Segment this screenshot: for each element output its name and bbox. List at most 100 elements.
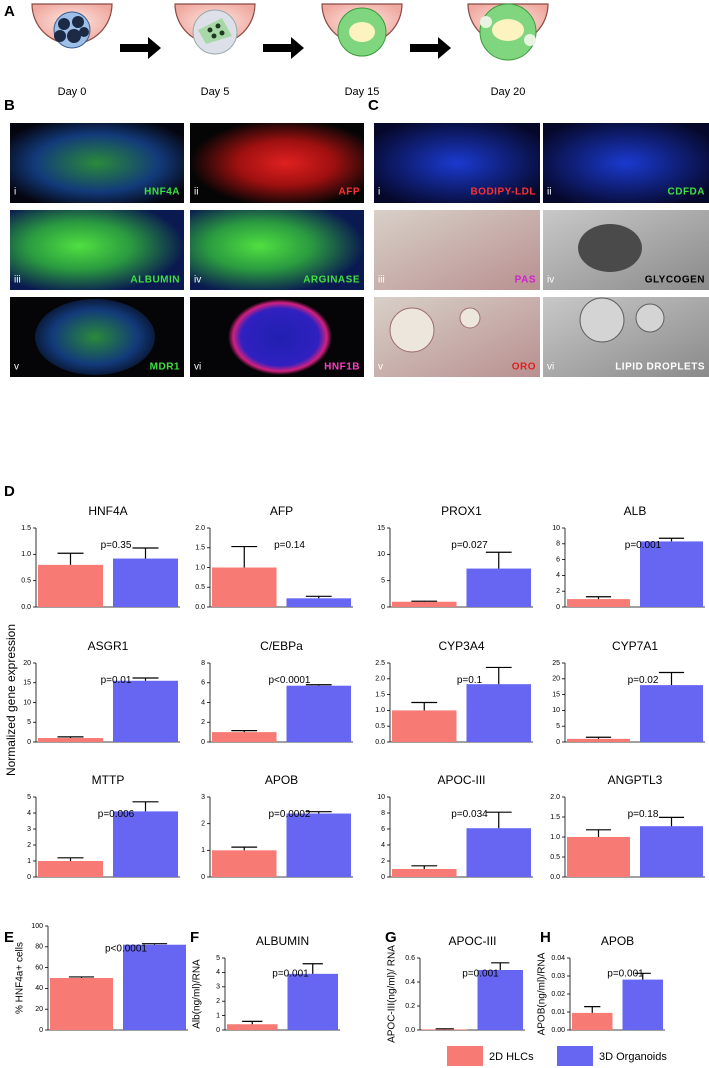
- legend-swatch: [557, 1046, 593, 1066]
- p-value: p=0.18: [628, 809, 659, 820]
- y-tick-label: 0.03: [551, 973, 565, 980]
- micrograph: [10, 210, 184, 290]
- y-tick-label: 2: [216, 998, 220, 1005]
- error-bar: [57, 736, 84, 739]
- arrows: [120, 37, 451, 59]
- y-tick-label: 5: [216, 955, 220, 962]
- organoid-section: [228, 299, 332, 375]
- y-tick-label: 0: [39, 1027, 43, 1034]
- chart-title: PROX1: [441, 504, 482, 518]
- bar: [640, 685, 703, 742]
- y-tick-label: 8: [556, 541, 560, 548]
- lipid-droplet: [579, 297, 625, 343]
- y-tick-label: 5: [27, 719, 31, 726]
- p-value: p=0.001: [625, 540, 662, 551]
- y-tick-label: 2.0: [550, 794, 560, 801]
- stain-label: ALBUMIN: [130, 275, 180, 286]
- chart-title: APOB: [265, 773, 298, 787]
- error-bar: [491, 962, 510, 970]
- error-bar: [302, 963, 323, 974]
- y-tick-label: 0: [216, 1027, 220, 1034]
- image-numeral: iv: [194, 275, 201, 286]
- legend-swatch: [447, 1046, 483, 1066]
- p-value: p=0.0002: [269, 809, 311, 820]
- y-tick-label: 1.5: [21, 525, 31, 532]
- chart-title: C/EBPa: [260, 639, 303, 653]
- y-tick-label: 10: [23, 699, 31, 706]
- y-tick-label: 0: [381, 604, 385, 611]
- chart-title: CYP3A4: [438, 639, 484, 653]
- image-numeral: iii: [14, 275, 21, 286]
- stain-label: CDFDA: [668, 187, 706, 198]
- y-tick-label: 2: [201, 821, 205, 828]
- lipid-droplet: [389, 307, 435, 353]
- panel-label: F: [190, 929, 199, 946]
- error-bar: [231, 730, 258, 733]
- y-tick-label: 0.0: [195, 604, 205, 611]
- panel-label: D: [4, 483, 15, 500]
- bar: [38, 738, 103, 742]
- y-tick-label: 10: [377, 794, 385, 801]
- day-label: Day 15: [345, 86, 380, 98]
- error-bar: [485, 551, 512, 569]
- y-axis-label: Normalized gene expression: [4, 624, 18, 776]
- bar: [422, 1029, 468, 1030]
- y-tick-label: 2: [201, 719, 205, 726]
- legend-label: 3D Organoids: [599, 1051, 667, 1063]
- y-tick-label: 5: [381, 578, 385, 585]
- y-tick-label: 4: [381, 842, 385, 849]
- error-bar: [68, 976, 95, 978]
- y-tick-label: 1.0: [195, 564, 205, 571]
- day-label: Day 5: [201, 86, 230, 98]
- stain-label: ORO: [512, 362, 536, 373]
- y-tick-label: 6: [556, 556, 560, 563]
- error-bar: [132, 801, 159, 812]
- cell-cluster: [53, 11, 91, 49]
- chart-title: ANGPTL3: [608, 773, 663, 787]
- error-bar: [231, 545, 258, 568]
- panel-label: E: [4, 929, 14, 946]
- glycogen-granules: [578, 224, 642, 272]
- organoid: [198, 18, 232, 44]
- y-tick-label: 10: [377, 551, 385, 558]
- error-bar: [658, 816, 685, 827]
- bar: [212, 567, 277, 607]
- y-tick-label: 2.0: [375, 676, 385, 683]
- y-tick-label: 0: [556, 739, 560, 746]
- bar: [466, 684, 531, 742]
- stain-label: MDR1: [150, 362, 180, 373]
- p-value: p=0.001: [607, 968, 644, 979]
- bar: [572, 1012, 613, 1030]
- error-bar: [231, 846, 258, 851]
- p-value: p=0.034: [451, 809, 488, 820]
- lipid-droplet: [635, 303, 665, 333]
- y-tick-label: 0.5: [375, 723, 385, 730]
- chart-title: AFP: [270, 504, 293, 518]
- micrograph: [543, 297, 709, 377]
- p-value: p<0.0001: [105, 944, 147, 955]
- error-bar: [57, 857, 84, 861]
- lumen: [524, 34, 536, 46]
- y-tick-label: 0.0: [375, 739, 385, 746]
- error-bar: [411, 865, 438, 869]
- micrograph: [190, 123, 364, 203]
- chart-title: ALB: [624, 504, 647, 518]
- y-tick-label: 0.0: [21, 604, 31, 611]
- stain-label: GLYCOGEN: [645, 275, 705, 286]
- bar: [227, 1024, 278, 1030]
- p-value: p=0.001: [272, 968, 309, 979]
- y-tick-label: 1.5: [375, 691, 385, 698]
- chart-title: ASGR1: [88, 639, 129, 653]
- error-bar: [57, 552, 84, 565]
- bar: [477, 970, 523, 1030]
- image-numeral: vi: [547, 362, 554, 373]
- y-tick-label: 20: [35, 1006, 43, 1013]
- stain-label: HNF1B: [324, 362, 360, 373]
- error-bar: [305, 595, 332, 599]
- error-bar: [585, 829, 612, 837]
- bar: [567, 599, 630, 607]
- y-tick-label: 0.02: [551, 991, 565, 998]
- image-numeral: i: [14, 187, 16, 198]
- y-tick-label: 0: [201, 739, 205, 746]
- p-value: p=0.35: [101, 540, 132, 551]
